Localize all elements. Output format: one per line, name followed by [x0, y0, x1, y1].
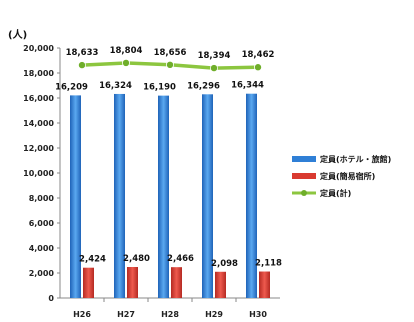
y-tick-label: 16,000 — [23, 94, 54, 103]
y-tick-label: 12,000 — [23, 144, 54, 153]
y-tick-label: 2,000 — [29, 269, 55, 278]
y-tick-label: 0 — [48, 294, 54, 303]
bar-simple-lodging — [171, 267, 182, 298]
x-tick-label: H29 — [205, 310, 223, 319]
data-label-simple-lodging: 2,098 — [211, 259, 238, 269]
y-tick-label: 8,000 — [29, 194, 55, 203]
data-label-total: 18,462 — [242, 50, 275, 60]
bar-hotel — [202, 94, 213, 298]
legend-label: 定員(計) — [319, 188, 351, 198]
y-tick-label: 20,000 — [23, 44, 54, 53]
legend-label: 定員(簡易宿所) — [319, 171, 375, 181]
x-tick-label: H26 — [73, 310, 91, 319]
data-label-hotel: 16,296 — [187, 81, 220, 91]
data-label-simple-lodging: 2,466 — [167, 254, 194, 264]
data-label-simple-lodging: 2,118 — [255, 259, 282, 269]
bar-hotel — [246, 93, 257, 298]
data-label-hotel: 16,209 — [55, 82, 88, 92]
total-line-point — [209, 64, 218, 73]
y-tick-label: 6,000 — [29, 219, 55, 228]
y-tick-label: 14,000 — [23, 119, 54, 128]
y-tick-label: 10,000 — [23, 169, 54, 178]
data-label-hotel: 16,324 — [99, 81, 132, 91]
x-tick-label: H28 — [161, 310, 179, 319]
data-label-total: 18,394 — [198, 51, 231, 61]
data-label-simple-lodging: 2,424 — [79, 255, 106, 265]
bar-simple-lodging — [127, 267, 138, 298]
bar-simple-lodging — [215, 271, 226, 298]
unit-label: (人) — [8, 28, 27, 41]
total-line-point — [165, 60, 174, 69]
y-tick-label: 18,000 — [23, 69, 54, 78]
y-tick-label: 4,000 — [29, 244, 55, 253]
bar-hotel — [70, 95, 81, 298]
legend-swatch — [292, 173, 316, 179]
data-label-simple-lodging: 2,480 — [123, 254, 150, 264]
legend: 定員(ホテル・旅館) 定員(簡易宿所) 定員(計) — [292, 154, 391, 198]
data-label-total: 18,804 — [110, 46, 143, 56]
bar-hotel — [114, 93, 125, 298]
data-label-hotel: 16,190 — [143, 83, 176, 93]
bar-hotel — [158, 95, 169, 298]
data-label-hotel: 16,344 — [231, 81, 264, 91]
y-axis-ticks: 0 2,000 4,000 6,000 8,000 10,000 12,000 14,000 1… — [23, 44, 60, 303]
data-labels: 16,209 16,324 16,190 16,296 16,344 2,424 2,480… — [55, 46, 282, 269]
bar-simple-lodging — [83, 267, 94, 298]
data-label-total: 18,633 — [66, 48, 99, 58]
data-label-total: 18,656 — [154, 48, 187, 58]
total-line-point — [78, 61, 87, 70]
legend-swatch-marker — [301, 190, 307, 196]
legend-label: 定員(ホテル・旅館) — [319, 154, 391, 164]
bar-simple-lodging — [259, 271, 270, 298]
x-tick-label: H27 — [117, 310, 135, 319]
bars — [70, 93, 270, 298]
x-axis-ticks: H26 H27 H28 H29 H30 — [73, 298, 267, 319]
total-line-point — [253, 63, 262, 72]
x-tick-label: H30 — [249, 310, 267, 319]
total-line — [78, 58, 262, 73]
legend-swatch — [292, 156, 316, 162]
total-line-point — [122, 58, 131, 67]
